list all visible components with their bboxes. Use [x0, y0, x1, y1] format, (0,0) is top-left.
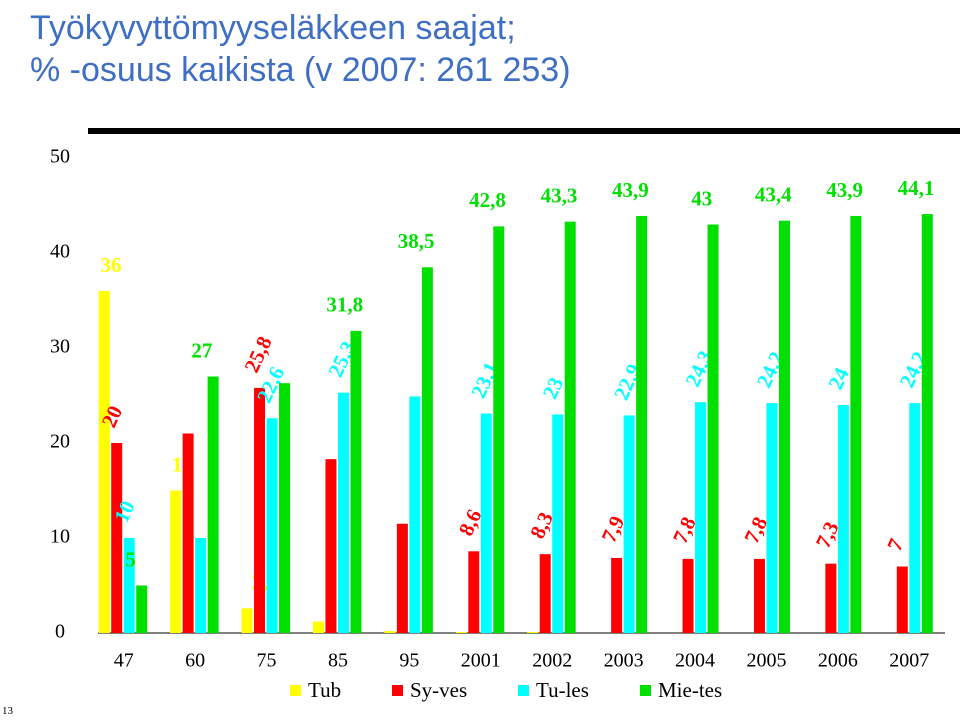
legend-label: Tu-les	[536, 678, 589, 702]
value-label: 31,8	[326, 293, 363, 317]
x-tick-label: 2001	[461, 650, 501, 672]
value-label: 43,4	[755, 183, 792, 207]
x-tick-label: 2007	[889, 650, 929, 672]
legend-swatch	[640, 685, 651, 696]
bar	[241, 608, 253, 633]
bar	[350, 330, 362, 633]
bar	[909, 403, 921, 633]
value-label: 42,8	[469, 188, 506, 212]
bar	[552, 414, 564, 633]
y-tick-label: 0	[55, 621, 65, 643]
x-tick-label: 2006	[818, 650, 858, 672]
chart-title: Työkyvyttömyyseläkkeen saajat;	[30, 9, 516, 47]
chart-title: % -osuus kaikista (v 2007: 261 253)	[30, 51, 571, 89]
bar	[421, 267, 433, 633]
x-tick-label: 47	[114, 650, 134, 672]
bar	[778, 220, 790, 633]
bar	[207, 376, 219, 633]
value-label: 43	[691, 186, 712, 210]
legend-label: Tub	[308, 678, 341, 702]
x-tick-label: 85	[328, 650, 348, 672]
bar	[98, 291, 110, 633]
value-label: 36	[100, 253, 121, 277]
bar	[409, 396, 421, 633]
bar	[279, 383, 291, 633]
bar	[254, 387, 266, 633]
bar	[682, 558, 694, 633]
bar	[123, 538, 135, 633]
bar	[636, 215, 648, 633]
bar	[468, 551, 480, 633]
legend-label: Sy-ves	[410, 678, 467, 702]
frame	[88, 128, 960, 134]
bar	[111, 443, 123, 633]
y-tick-label: 10	[50, 526, 70, 548]
bar	[182, 433, 194, 633]
x-tick-label: 2004	[675, 650, 715, 672]
bar	[325, 459, 337, 633]
bar	[766, 403, 778, 633]
legend-swatch	[518, 685, 529, 696]
bar	[837, 405, 849, 633]
bar	[170, 490, 182, 633]
value-label: 23	[538, 373, 569, 402]
bar	[623, 415, 635, 633]
bar	[611, 557, 623, 633]
value-label: 43,9	[612, 178, 649, 202]
bar	[455, 632, 467, 633]
bar	[896, 566, 908, 633]
bar	[850, 215, 862, 633]
value-label: 24	[823, 364, 854, 394]
value-label: 7	[882, 535, 908, 555]
value-label: 27	[191, 338, 212, 362]
y-tick-label: 20	[50, 431, 70, 453]
legend-swatch	[392, 685, 403, 696]
y-tick-label: 50	[50, 146, 70, 168]
x-tick-label: 60	[185, 650, 205, 672]
bar	[312, 621, 324, 633]
value-label: 44,1	[898, 176, 935, 200]
bar	[195, 538, 207, 633]
bar	[480, 413, 492, 633]
bar	[384, 631, 396, 633]
x-tick-label: 75	[257, 650, 277, 672]
bar	[539, 554, 551, 633]
bar	[707, 224, 719, 633]
value-label: 43,9	[826, 178, 863, 202]
bar	[753, 558, 765, 633]
legend-swatch	[290, 685, 301, 696]
value-label: 5	[125, 547, 136, 571]
bar	[921, 214, 933, 634]
y-tick-label: 40	[50, 241, 70, 263]
x-tick-label: 95	[399, 650, 419, 672]
value-label: 38,5	[398, 229, 435, 253]
page-number: 13	[2, 705, 14, 717]
bar	[527, 632, 539, 633]
value-label: 43,3	[541, 183, 578, 207]
bar	[695, 402, 707, 633]
x-tick-label: 2005	[746, 650, 786, 672]
bar	[337, 392, 349, 633]
bar	[136, 585, 148, 633]
bar	[493, 226, 505, 633]
bar	[564, 221, 576, 633]
legend-label: Mie-tes	[658, 678, 722, 702]
x-tick-label: 2002	[532, 650, 572, 672]
y-tick-label: 30	[50, 336, 70, 358]
bar	[266, 418, 278, 633]
x-tick-label: 2003	[604, 650, 644, 672]
bar	[825, 563, 837, 633]
bar	[396, 523, 408, 633]
